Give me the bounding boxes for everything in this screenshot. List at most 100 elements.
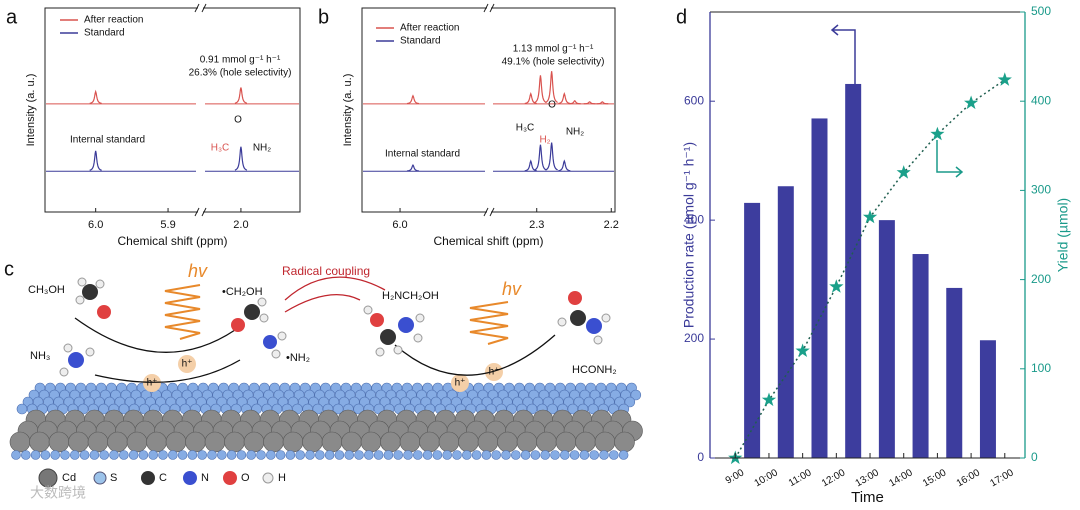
axis-pointer	[830, 24, 856, 84]
surface-atom	[399, 431, 421, 453]
species-label: •CH₂OH	[222, 286, 263, 298]
bar	[777, 186, 794, 458]
peak	[558, 91, 571, 105]
surface-atom	[481, 450, 492, 460]
surface-atom	[70, 450, 80, 460]
surface-atom	[393, 450, 404, 460]
surface-atom	[412, 450, 423, 460]
light-wave	[164, 284, 201, 340]
light-wave	[469, 301, 509, 345]
axis-pointer	[936, 140, 964, 178]
legend-label: S	[110, 472, 117, 484]
surface-atom	[618, 450, 629, 460]
bar	[744, 202, 761, 458]
surface-atom	[305, 450, 315, 460]
star-marker	[829, 279, 844, 293]
molecule	[231, 297, 287, 359]
star-marker	[964, 95, 979, 110]
surface-atom	[224, 431, 245, 453]
annotation: Internal standard	[385, 149, 460, 160]
surface-atom	[559, 450, 570, 460]
x-tick-label: 12:00	[820, 467, 848, 489]
surface-atom	[204, 431, 226, 453]
surface-atom	[403, 450, 413, 460]
x-tick-label: 5.9	[160, 219, 175, 231]
coupling-arrow	[284, 294, 361, 313]
surface-atom	[295, 450, 306, 460]
surface-atom	[282, 431, 304, 453]
peak	[234, 87, 248, 104]
molecule	[59, 343, 95, 377]
bar	[912, 254, 929, 458]
legend-label: C	[159, 472, 167, 484]
x-tick-label: 13:00	[854, 467, 882, 489]
panel-label: d	[676, 6, 687, 28]
surface-atom	[579, 450, 590, 460]
surface-atom	[79, 450, 90, 460]
surface-atom	[589, 450, 600, 460]
surface-atom	[497, 431, 518, 453]
surface-atom	[285, 450, 296, 460]
y-tick-label: 0	[697, 450, 704, 464]
surface-atom	[594, 431, 616, 453]
species-label: H₂NCH₂OH	[382, 290, 439, 302]
surface-atom	[107, 431, 128, 453]
star-marker	[997, 72, 1012, 86]
surface-atom	[168, 450, 178, 460]
annotation: 0.91 mmol g⁻¹ h⁻¹	[200, 55, 281, 66]
surface-atom	[354, 450, 364, 460]
annotation: 1.13 mmol g⁻¹ h⁻¹	[513, 44, 594, 55]
surface-atom	[207, 450, 217, 460]
surface-atom	[432, 450, 443, 460]
star-marker	[761, 392, 777, 407]
surface-atom	[373, 450, 384, 460]
annotation: NH₂	[253, 143, 271, 154]
surface-atom	[452, 450, 462, 460]
x-tick-label: 6.0	[392, 219, 407, 231]
surface-atom	[185, 431, 206, 453]
surface-atom	[419, 431, 440, 453]
coupling-arrow	[284, 276, 386, 301]
hole-label: h⁺	[182, 359, 193, 370]
annotation: O	[548, 100, 556, 111]
catalyst-surface	[9, 382, 643, 460]
species-label: CH₃OH	[28, 284, 65, 296]
surface-atom	[624, 396, 636, 408]
surface-atom	[16, 403, 28, 415]
surface-atom	[608, 450, 619, 460]
surface-atom	[11, 450, 21, 460]
legend-label: After reaction	[400, 23, 459, 34]
surface-atom	[158, 450, 168, 460]
surface-atom	[128, 450, 139, 460]
peak	[234, 146, 248, 171]
surface-atom	[9, 431, 31, 453]
x-tick-label: 2.3	[529, 219, 544, 231]
surface-atom	[334, 450, 345, 460]
y2-tick-label: 500	[1031, 4, 1051, 18]
yield-line	[734, 79, 1006, 459]
axis-break-mark	[194, 3, 200, 13]
peak	[545, 71, 558, 103]
surface-atom	[516, 431, 538, 453]
plot-frame	[44, 7, 301, 213]
surface-atom	[236, 450, 247, 460]
y2-tick-label: 100	[1031, 361, 1051, 375]
surface-atom	[442, 450, 453, 460]
surface-atom	[275, 450, 286, 460]
hole	[485, 363, 503, 381]
x-tick-label: 2.0	[233, 219, 248, 231]
surface-atom	[363, 450, 374, 460]
reaction-label: Radical coupling	[282, 264, 370, 278]
species-label: •NH₂	[286, 352, 310, 364]
annotation: H₃C	[516, 123, 535, 134]
surface-atom	[50, 450, 61, 460]
x-axis-label: Time	[851, 489, 884, 506]
surface-atom	[40, 450, 51, 460]
surface-atom	[599, 450, 609, 460]
peak	[534, 144, 547, 171]
y2-tick-label: 400	[1031, 93, 1051, 107]
hole-label: h⁺	[489, 367, 500, 378]
peak	[558, 159, 571, 172]
surface-atom	[477, 431, 499, 453]
bar	[878, 220, 895, 458]
